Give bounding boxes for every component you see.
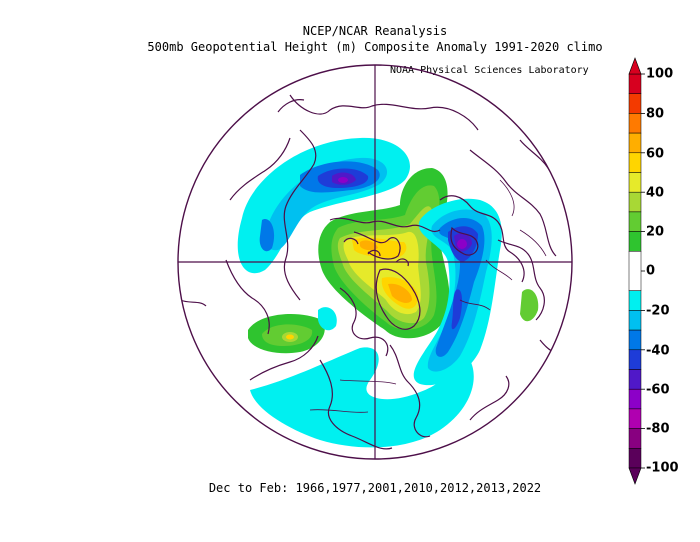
colorbar-segment — [628, 132, 642, 154]
pacific-low — [237, 137, 410, 274]
siberian-high — [248, 314, 325, 354]
colorbar-segment — [628, 310, 642, 331]
colorbar-tick-label: 0 — [646, 263, 656, 279]
arctic-high — [318, 168, 450, 339]
colorbar-tick-label: 80 — [646, 106, 665, 122]
title-line-1: NCEP/NCAR Reanalysis — [302, 24, 448, 38]
colorbar-min-arrow — [628, 467, 642, 485]
colorbar-segment — [628, 231, 642, 252]
credit-label: NOAA Physical Sciences Laboratory — [390, 65, 589, 76]
colorbar-tick-label: 40 — [646, 185, 665, 201]
colorbar-segment — [628, 93, 642, 114]
atlantic-trough — [413, 198, 502, 386]
colorbar-tick-label: 100 — [646, 66, 674, 82]
colorbar-max-arrow — [628, 57, 642, 75]
colorbar-segment — [628, 172, 642, 193]
colorbar-tick-label: -40 — [646, 343, 670, 359]
coastlines — [179, 94, 571, 450]
colorbar-segment — [628, 290, 642, 311]
colorbar-segment — [628, 251, 642, 291]
colorbar-tick-label: -20 — [646, 303, 670, 319]
title-line-2: 500mb Geopotential Height (m) Composite … — [147, 40, 603, 54]
colorbar-segment — [628, 388, 642, 410]
colorbar-segment — [628, 408, 642, 429]
southern-low — [250, 307, 474, 448]
colorbar-segment — [628, 113, 642, 134]
colorbar-segment — [628, 152, 642, 173]
colorbar-segment — [628, 369, 642, 390]
colorbar-tick-label: 20 — [646, 224, 665, 240]
colorbar-labels: 100 80 60 40 20 0 -20 -40 -60 -80 -100 — [646, 0, 696, 542]
colorbar-segment — [628, 73, 642, 94]
colorbar — [628, 57, 645, 485]
colorbar-tick-label: -100 — [646, 460, 679, 476]
footer-date-list: Dec to Feb: 1966,1977,2001,2010,2012,201… — [208, 481, 542, 495]
colorbar-tick-label: -60 — [646, 382, 670, 398]
colorbar-tick-label: 60 — [646, 146, 665, 162]
mediterranean-high — [520, 289, 539, 322]
colorbar-segment — [628, 211, 642, 232]
colorbar-tick-label: -80 — [646, 421, 670, 437]
colorbar-segment — [628, 191, 642, 213]
colorbar-segment — [628, 448, 642, 469]
anomaly-field — [179, 94, 571, 450]
colorbar-segment — [628, 349, 642, 370]
colorbar-segment — [628, 329, 642, 351]
colorbar-segment — [628, 428, 642, 449]
